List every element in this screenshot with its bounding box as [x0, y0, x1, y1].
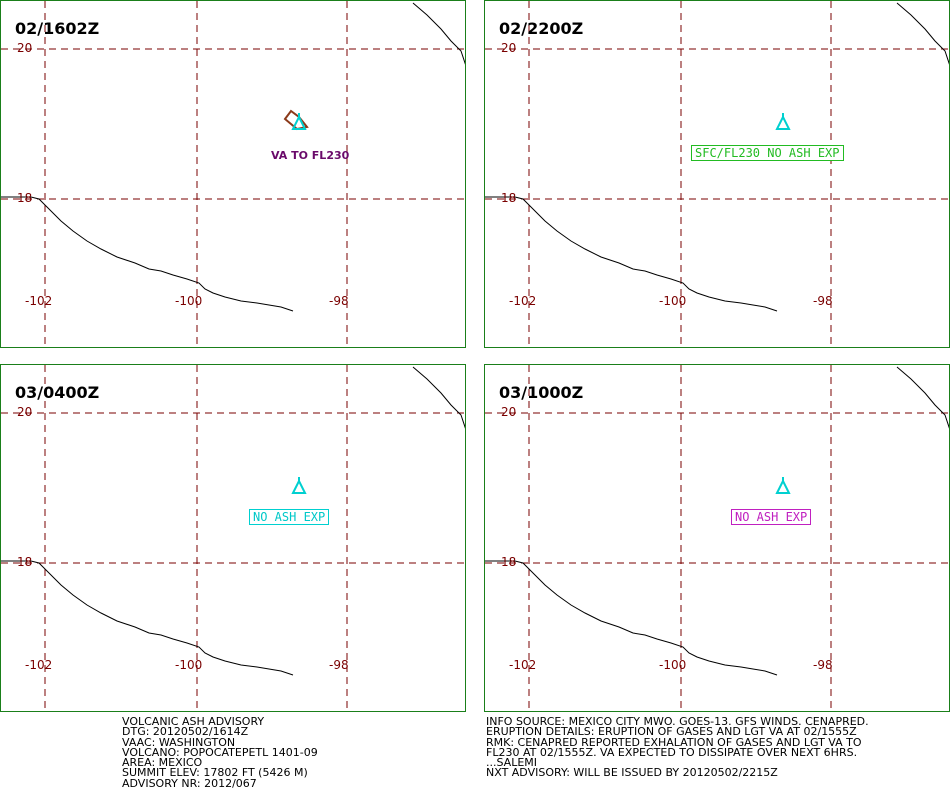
advisory-area: AREA: MEXICO	[122, 756, 203, 770]
map-layer	[1, 1, 465, 347]
lat-label-20: 20	[501, 405, 517, 419]
advisory-header-block: VOLCANIC ASH ADVISORY DTG: 20120502/1614Z…	[122, 715, 318, 790]
info-source: INFO SOURCE: MEXICO CITY MWO. GOES-13. G…	[486, 715, 869, 728]
advisory-details-block: INFO SOURCE: MEXICO CITY MWO. GOES-13. G…	[486, 715, 869, 780]
remarks-line-2: FL230 AT 02/1555Z. VA EXPECTED TO DISSIP…	[486, 745, 858, 759]
forecast-panel-1: 02/1602Z 20 18 -102 -100 -98 VA TO FL230	[0, 0, 466, 348]
lon-label-100: -100	[175, 658, 203, 672]
lon-label-100: -100	[659, 294, 687, 308]
advisory-vaac: VAAC: WASHINGTON	[122, 735, 236, 749]
remarks-signature: ...SALEMI	[486, 756, 538, 770]
panel-time: 02/1602Z	[15, 19, 100, 38]
coastline	[485, 196, 778, 312]
lat-label-20: 20	[17, 405, 33, 419]
lat-label-18: 18	[17, 555, 33, 569]
remarks-line-1: RMK: CENAPRED REPORTED EXHALATION OF GAS…	[486, 735, 862, 749]
map-layer	[485, 1, 949, 347]
advisory-title: VOLCANIC ASH ADVISORY	[122, 715, 265, 728]
panel-time: 03/0400Z	[15, 383, 100, 402]
volcano-icon	[775, 477, 791, 494]
lon-label-100: -100	[175, 294, 203, 308]
lon-label-98: -98	[813, 294, 833, 308]
advisory-summit: SUMMIT ELEV: 17802 FT (5426 M)	[122, 766, 308, 780]
no-ash-label: SFC/FL230 NO ASH EXP	[691, 145, 844, 161]
coastline	[1, 560, 294, 676]
coastline-ne	[896, 366, 949, 429]
lon-label-102: -102	[509, 658, 537, 672]
lon-label-102: -102	[25, 658, 53, 672]
lon-label-100: -100	[659, 658, 687, 672]
lon-label-98: -98	[329, 658, 349, 672]
map-layer	[485, 365, 949, 711]
advisory-volcano: VOLCANO: POPOCATEPETL 1401-09	[122, 745, 318, 759]
ash-level-label: VA TO FL230	[271, 149, 350, 162]
advisory-number: ADVISORY NR: 2012/067	[122, 776, 257, 790]
coastline	[485, 560, 778, 676]
volcano-icon	[291, 477, 307, 494]
coastline-ne	[412, 2, 465, 65]
coastline	[1, 196, 294, 312]
lat-label-20: 20	[17, 41, 33, 55]
volcano-icon	[291, 113, 307, 130]
forecast-panel-3: 03/0400Z 20 18 -102 -100 -98 NO ASH EXP	[0, 364, 466, 712]
advisory-dtg: DTG: 20120502/1614Z	[122, 725, 249, 739]
coastline-ne	[412, 366, 465, 429]
lat-label-18: 18	[501, 555, 517, 569]
lon-label-98: -98	[813, 658, 833, 672]
no-ash-label: NO ASH EXP	[249, 509, 330, 525]
lon-label-98: -98	[329, 294, 349, 308]
map-layer	[1, 365, 465, 711]
panel-time: 03/1000Z	[499, 383, 584, 402]
lat-label-18: 18	[17, 191, 33, 205]
lat-label-18: 18	[501, 191, 517, 205]
lat-label-20: 20	[501, 41, 517, 55]
next-advisory: NXT ADVISORY: WILL BE ISSUED BY 20120502…	[486, 766, 778, 780]
coastline-ne	[896, 2, 949, 65]
ash-polygon	[283, 109, 309, 131]
forecast-panel-2: 02/2200Z 20 18 -102 -100 -98 SFC/FL230 N…	[484, 0, 950, 348]
lon-label-102: -102	[25, 294, 53, 308]
forecast-panel-4: 03/1000Z 20 18 -102 -100 -98 NO ASH EXP	[484, 364, 950, 712]
no-ash-label: NO ASH EXP	[731, 509, 812, 525]
panel-time: 02/2200Z	[499, 19, 584, 38]
lon-label-102: -102	[509, 294, 537, 308]
volcano-icon	[775, 113, 791, 130]
eruption-details: ERUPTION DETAILS: ERUPTION OF GASES AND …	[486, 725, 857, 739]
